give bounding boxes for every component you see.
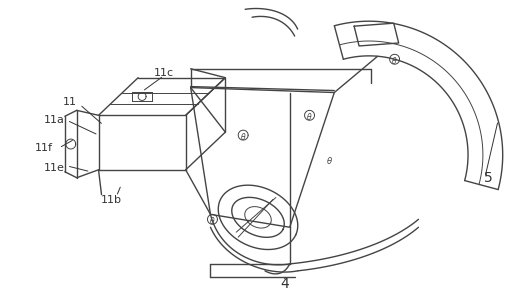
Text: θ: θ	[327, 157, 332, 166]
Text: θ: θ	[392, 57, 397, 66]
Text: θ: θ	[307, 113, 312, 122]
Text: 4: 4	[280, 277, 289, 291]
Text: 11a: 11a	[44, 115, 64, 125]
Text: θ: θ	[210, 217, 215, 226]
Text: 11c: 11c	[154, 68, 174, 78]
Text: 11f: 11f	[35, 143, 53, 153]
Text: θ: θ	[241, 133, 245, 141]
Text: 11: 11	[63, 97, 77, 107]
Text: 5: 5	[484, 171, 492, 185]
Text: 11e: 11e	[44, 163, 64, 173]
Text: 11b: 11b	[101, 194, 122, 205]
